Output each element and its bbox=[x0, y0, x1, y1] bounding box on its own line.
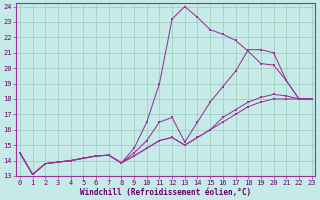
X-axis label: Windchill (Refroidissement éolien,°C): Windchill (Refroidissement éolien,°C) bbox=[80, 188, 251, 197]
